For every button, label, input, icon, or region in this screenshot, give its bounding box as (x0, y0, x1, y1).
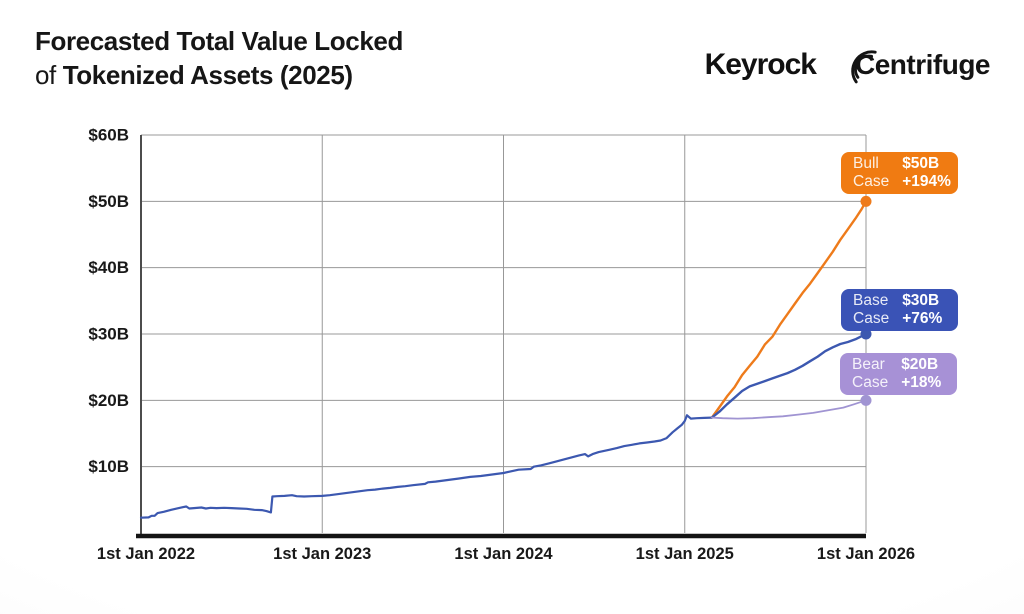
base-case-label: Base Case (853, 292, 889, 328)
end-dot-bear-case (860, 394, 872, 406)
x-tick-label: 1st Jan 2024 (454, 545, 553, 563)
bear-case-label: Bear Case (852, 356, 888, 392)
bear-change: +18% (901, 374, 942, 391)
x-tick-label: 1st Jan 2022 (97, 545, 195, 563)
y-tick-label: $50B (88, 192, 129, 211)
centrifuge-arcs-icon (851, 50, 877, 84)
y-tick-label: $20B (88, 391, 129, 410)
y-tick-label: $10B (88, 457, 129, 476)
y-tick-label: $30B (88, 325, 129, 344)
bull-case-values: $50B +194% (902, 155, 951, 191)
end-dot-base-case (860, 328, 872, 340)
base-change: +76% (902, 310, 943, 327)
case-word: Case (852, 374, 889, 391)
series-line-historical-tvl (139, 414, 713, 519)
bear-case-values: $20B +18% (901, 356, 941, 392)
bull-case-label: Bull Case (853, 155, 889, 191)
base-value: $30B (902, 292, 940, 309)
bear-word: Bear (852, 356, 885, 373)
base-word: Base (853, 292, 889, 309)
bear-case-badge: Bear Case $20B +18% (840, 353, 957, 395)
end-dot-bull-case (860, 195, 872, 207)
case-word: Case (853, 310, 890, 327)
title-line2-prefix: of (35, 60, 63, 90)
centrifuge-wordmark: entrifuge (874, 49, 991, 80)
series-line-base-case (710, 332, 868, 419)
bear-value: $20B (901, 356, 939, 373)
keyrock-logo: Keyrock (704, 48, 817, 81)
base-case-values: $30B +76% (902, 292, 942, 328)
bull-case-badge: Bull Case $50B +194% (841, 152, 958, 194)
title-line2-bold: Tokenized Assets (2025) (62, 60, 353, 90)
bull-value: $50B (902, 155, 940, 172)
x-tick-label: 1st Jan 2026 (817, 545, 915, 563)
x-tick-label: 1st Jan 2023 (273, 545, 371, 563)
series-line-bear-case (711, 399, 867, 420)
bull-change: +194% (902, 173, 951, 190)
title-line1: Forecasted Total Value Locked (35, 26, 403, 56)
x-tick-label: 1st Jan 2025 (636, 545, 734, 563)
centrifuge-initial: C (854, 49, 875, 80)
y-tick-label: $40B (88, 258, 129, 277)
base-case-badge: Base Case $30B +76% (841, 289, 958, 331)
y-tick-label: $60B (88, 126, 129, 145)
bull-word: Bull (853, 155, 879, 172)
title-line2: of Tokenized Assets (2025) (35, 58, 403, 92)
chart-title: Forecasted Total Value Locked of Tokeniz… (35, 24, 403, 92)
case-word: Case (853, 173, 890, 190)
series-line-bull-case (710, 200, 868, 419)
